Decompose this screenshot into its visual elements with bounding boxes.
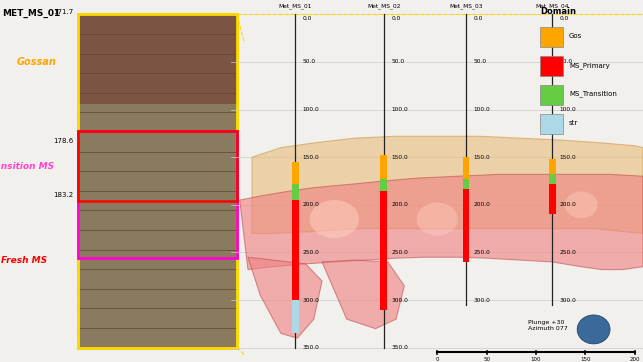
Bar (292, 300, 298, 333)
Text: 150.0: 150.0 (303, 155, 320, 160)
Bar (78, 14, 237, 348)
Bar (540, 114, 563, 134)
Text: 183.2: 183.2 (53, 193, 73, 198)
Text: 200.0: 200.0 (473, 202, 491, 207)
Bar (463, 189, 469, 262)
Bar (381, 190, 387, 310)
Text: 100.0: 100.0 (560, 107, 577, 112)
Text: Gos: Gos (569, 33, 582, 39)
Text: 300.0: 300.0 (473, 298, 491, 303)
Text: Met_MS_04: Met_MS_04 (536, 3, 569, 9)
Bar (463, 179, 469, 189)
Bar (540, 56, 563, 76)
Text: 0.0: 0.0 (473, 16, 483, 21)
Polygon shape (248, 257, 322, 338)
Text: 50.0: 50.0 (303, 59, 316, 64)
Bar (292, 162, 298, 184)
Text: MS_Primary: MS_Primary (569, 62, 610, 68)
Text: 50.0: 50.0 (560, 59, 573, 64)
Text: 100.0: 100.0 (303, 107, 320, 112)
Text: 0.0: 0.0 (560, 16, 569, 21)
Text: 200.0: 200.0 (303, 202, 320, 207)
Ellipse shape (310, 200, 359, 238)
Text: 50.0: 50.0 (391, 59, 404, 64)
Text: Met_MS_03: Met_MS_03 (449, 3, 483, 9)
Text: Plunge +30
Azimuth 077: Plunge +30 Azimuth 077 (528, 320, 568, 331)
Bar (463, 157, 469, 179)
Text: Met_MS_01: Met_MS_01 (278, 3, 312, 9)
Circle shape (577, 315, 610, 344)
Text: str: str (569, 120, 578, 126)
Text: 0.0: 0.0 (303, 16, 312, 21)
Bar (540, 85, 563, 105)
Text: 150.0: 150.0 (473, 155, 490, 160)
Polygon shape (252, 136, 643, 233)
Bar (549, 159, 556, 174)
Text: Domain: Domain (540, 7, 576, 16)
Bar (78, 131, 237, 201)
Ellipse shape (417, 202, 458, 236)
Text: Met_MS_02: Met_MS_02 (367, 3, 401, 9)
Text: MS_Transition: MS_Transition (569, 91, 617, 97)
Text: Fresh MS: Fresh MS (1, 256, 48, 265)
Bar (78, 131, 237, 258)
Bar (292, 184, 298, 200)
Text: 50.0: 50.0 (473, 59, 487, 64)
Text: 250.0: 250.0 (473, 250, 491, 255)
Polygon shape (240, 174, 643, 270)
Bar (540, 27, 563, 47)
Text: 200: 200 (629, 357, 640, 362)
Text: 350.0: 350.0 (303, 345, 320, 350)
Bar (549, 184, 556, 214)
Bar (549, 174, 556, 184)
Text: 350.0: 350.0 (391, 345, 408, 350)
Text: Gossan: Gossan (17, 56, 57, 67)
Text: 300.0: 300.0 (391, 298, 408, 303)
Text: 200.0: 200.0 (560, 202, 577, 207)
Text: 250.0: 250.0 (303, 250, 320, 255)
Text: 100.0: 100.0 (473, 107, 490, 112)
Text: 150.0: 150.0 (391, 155, 408, 160)
Text: 200.0: 200.0 (391, 202, 408, 207)
Bar (381, 179, 387, 190)
Text: 100: 100 (530, 357, 541, 362)
Text: 50: 50 (483, 357, 490, 362)
Bar (78, 14, 237, 348)
Text: 300.0: 300.0 (303, 298, 320, 303)
Bar (78, 14, 237, 104)
Text: 250.0: 250.0 (391, 250, 408, 255)
Text: 171.7: 171.7 (53, 9, 73, 15)
Text: 150.0: 150.0 (560, 155, 577, 160)
Text: 100.0: 100.0 (391, 107, 408, 112)
Text: 150: 150 (580, 357, 591, 362)
Bar (292, 200, 298, 300)
Bar (381, 155, 387, 179)
Text: Transition MS: Transition MS (0, 162, 54, 171)
Text: 0: 0 (435, 357, 439, 362)
Text: 0.0: 0.0 (391, 16, 401, 21)
Text: 300.0: 300.0 (560, 298, 577, 303)
Ellipse shape (565, 191, 598, 218)
Polygon shape (322, 260, 404, 329)
Text: MET_MS_01: MET_MS_01 (3, 9, 60, 18)
Text: 178.6: 178.6 (53, 138, 73, 144)
Text: 250.0: 250.0 (560, 250, 577, 255)
